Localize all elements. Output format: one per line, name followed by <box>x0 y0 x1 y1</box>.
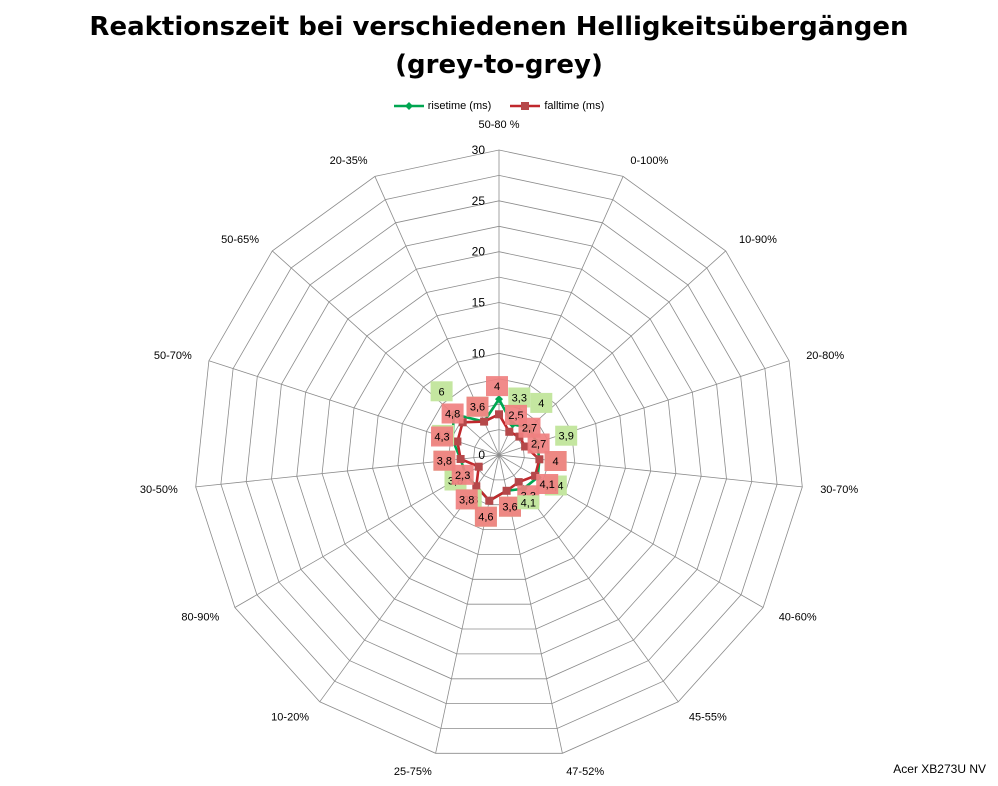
radial-tick-label: 20 <box>472 245 486 259</box>
chart-title-line2: (grey-to-grey) <box>395 50 603 80</box>
data-label-box <box>508 387 531 408</box>
data-label-box <box>536 474 559 494</box>
grid-ring <box>271 225 727 680</box>
data-point-falltime <box>472 482 481 491</box>
category-label: 20-35% <box>330 155 368 167</box>
radial-tick-label: 25 <box>472 194 486 208</box>
data-label-box <box>451 464 474 485</box>
data-point-falltime <box>495 410 503 419</box>
radar-grid: 051015202530 <box>195 143 803 754</box>
data-point-falltime <box>514 478 523 487</box>
data-label-box <box>530 392 553 413</box>
category-label: 80-90% <box>181 612 219 624</box>
grid-ring <box>321 276 677 630</box>
data-label: 4,8 <box>445 409 460 421</box>
radial-tick-label: 30 <box>472 143 486 157</box>
data-label: 4 <box>553 456 559 468</box>
radar-data-labels: 3,343,944,43,64,63,83,83,84,863,642,52,7… <box>430 376 578 527</box>
series-line-falltime <box>456 412 541 503</box>
chart-title: Reaktionszeit bei verschiedenen Helligke… <box>0 8 998 84</box>
grid-ring <box>195 149 803 754</box>
data-label: 4,1 <box>521 497 536 509</box>
category-label: 50-65% <box>221 234 259 246</box>
grid-ring <box>245 200 753 704</box>
data-label: 3,6 <box>470 402 485 414</box>
grid-ring <box>296 251 702 655</box>
data-label: 3,8 <box>437 456 452 468</box>
data-point-falltime <box>474 462 483 471</box>
data-point-falltime <box>535 455 544 464</box>
data-label: 2,7 <box>531 439 546 451</box>
data-label-box <box>544 451 567 471</box>
category-label: 25-75% <box>394 766 432 778</box>
data-label-box <box>431 426 453 447</box>
data-label: 2,7 <box>522 423 537 435</box>
data-label-box <box>555 425 578 446</box>
grid-ring <box>372 327 626 580</box>
data-label-box <box>517 495 540 510</box>
category-label: 30-70% <box>820 484 858 496</box>
category-label: 10-90% <box>739 234 777 246</box>
chart-legend: risetime (ms) falltime (ms) <box>0 100 998 114</box>
grid-ring <box>220 174 778 729</box>
legend-label-risetime: risetime (ms) <box>427 100 492 112</box>
data-label: 4 <box>494 381 500 393</box>
data-point-falltime <box>480 417 489 426</box>
data-point-falltime <box>453 437 462 446</box>
data-label: 4,6 <box>478 512 493 524</box>
legend-item-risetime: risetime (ms) <box>393 100 492 112</box>
legend-item-falltime: falltime (ms) <box>510 100 604 112</box>
data-label: 4 <box>538 398 544 410</box>
grid-ring <box>422 378 576 530</box>
legend-swatch-risetime-icon <box>393 102 424 110</box>
data-label-box <box>518 417 541 438</box>
data-label: 3,3 <box>512 393 527 405</box>
data-point-falltime <box>456 455 465 463</box>
data-label-box <box>455 489 478 510</box>
category-label: 40-60% <box>779 612 817 624</box>
data-point-falltime <box>521 442 530 451</box>
data-label: 3,8 <box>459 494 474 506</box>
data-label-box <box>527 433 550 454</box>
data-label: 4,3 <box>434 432 449 444</box>
category-label: 0-100% <box>630 155 668 167</box>
grid-ring <box>346 302 652 605</box>
data-label: 2,3 <box>455 470 470 482</box>
category-label: 50-80 % <box>479 119 520 131</box>
chart-title-line1: Reaktionszeit bei verschiedenen Helligke… <box>89 12 909 42</box>
grid-spoke <box>435 454 500 754</box>
watermark: Acer XB273U NV <box>893 762 986 776</box>
data-point-risetime <box>495 395 503 404</box>
category-label: 10-20% <box>271 711 309 723</box>
category-label: 45-55% <box>689 711 727 723</box>
legend-swatch-falltime-icon <box>510 102 541 110</box>
data-point-falltime <box>505 427 514 436</box>
data-label: 6 <box>439 386 445 398</box>
data-label: 3,9 <box>559 431 574 443</box>
data-point-falltime <box>502 486 511 495</box>
radial-tick-label: 10 <box>472 346 486 360</box>
data-label-box <box>430 381 453 402</box>
data-point-falltime <box>531 471 540 480</box>
category-label: 47-52% <box>566 766 604 778</box>
data-label: 3,6 <box>502 502 517 514</box>
category-label: 50-70% <box>154 350 192 362</box>
category-label: 30-50% <box>140 484 178 496</box>
data-label-box <box>441 403 464 424</box>
data-label-box <box>466 396 489 417</box>
data-label-box <box>433 450 456 471</box>
data-point-falltime <box>485 496 494 505</box>
grid-ring <box>473 429 525 481</box>
legend-label-falltime: falltime (ms) <box>544 100 605 112</box>
data-label-box <box>486 376 508 397</box>
data-label-box <box>499 496 521 517</box>
radar-category-labels: 50-80 % 0-100% 10-90% 20-80% 30-70% 40-60% 45-… <box>140 119 858 778</box>
data-label-box <box>474 506 497 527</box>
radial-tick-label: 0 <box>478 448 485 462</box>
category-label: 20-80% <box>806 350 844 362</box>
radial-tick-label: 15 <box>472 296 486 310</box>
data-label: 4,1 <box>540 479 555 491</box>
grid-ring <box>397 352 601 555</box>
